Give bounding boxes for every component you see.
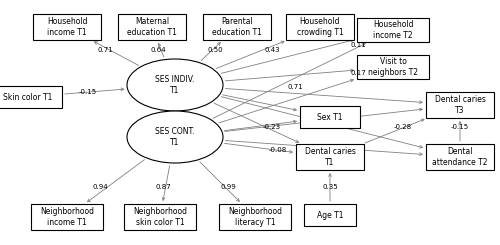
FancyBboxPatch shape xyxy=(124,204,196,230)
Text: Neighborhood
literacy T1: Neighborhood literacy T1 xyxy=(228,207,282,227)
Text: -0.15: -0.15 xyxy=(451,124,469,130)
Text: SES CONT.
T1: SES CONT. T1 xyxy=(155,127,195,147)
Text: Dental caries
T3: Dental caries T3 xyxy=(434,95,486,115)
Text: 0.11: 0.11 xyxy=(350,42,366,48)
Text: Visit to
neighbors T2: Visit to neighbors T2 xyxy=(368,57,418,77)
Text: Parental
education T1: Parental education T1 xyxy=(212,17,262,37)
Text: SES INDIV.
T1: SES INDIV. T1 xyxy=(156,75,194,95)
Text: Household
income T2: Household income T2 xyxy=(373,20,413,40)
Text: 0.87: 0.87 xyxy=(155,184,171,190)
Text: 0.43: 0.43 xyxy=(264,47,280,53)
FancyBboxPatch shape xyxy=(203,14,271,40)
Text: 0.64: 0.64 xyxy=(150,47,166,53)
Text: Neighborhood
skin color T1: Neighborhood skin color T1 xyxy=(133,207,187,227)
FancyBboxPatch shape xyxy=(31,204,103,230)
Text: -0.23: -0.23 xyxy=(263,124,281,130)
FancyBboxPatch shape xyxy=(357,55,429,79)
Text: 0.71: 0.71 xyxy=(97,47,113,53)
FancyBboxPatch shape xyxy=(426,144,494,170)
FancyBboxPatch shape xyxy=(33,14,101,40)
Text: Dental caries
T1: Dental caries T1 xyxy=(304,147,356,167)
Text: Maternal
education T1: Maternal education T1 xyxy=(127,17,177,37)
Text: Age T1: Age T1 xyxy=(317,210,343,220)
Text: Neighborhood
income T1: Neighborhood income T1 xyxy=(40,207,94,227)
FancyBboxPatch shape xyxy=(286,14,354,40)
Text: 0.50: 0.50 xyxy=(207,47,223,53)
FancyBboxPatch shape xyxy=(357,18,429,42)
Text: 0.17: 0.17 xyxy=(350,70,366,76)
Text: 0.94: 0.94 xyxy=(92,184,108,190)
Text: Household
income T1: Household income T1 xyxy=(47,17,88,37)
Ellipse shape xyxy=(127,59,223,111)
Ellipse shape xyxy=(127,111,223,163)
Text: Skin color T1: Skin color T1 xyxy=(4,93,52,101)
FancyBboxPatch shape xyxy=(219,204,291,230)
FancyBboxPatch shape xyxy=(296,144,364,170)
Text: -0.28: -0.28 xyxy=(394,124,412,130)
FancyBboxPatch shape xyxy=(426,92,494,118)
Text: -0.08: -0.08 xyxy=(269,147,287,153)
Text: 0.71: 0.71 xyxy=(287,84,303,90)
Text: Sex T1: Sex T1 xyxy=(318,112,343,122)
FancyBboxPatch shape xyxy=(0,86,62,108)
FancyBboxPatch shape xyxy=(118,14,186,40)
FancyBboxPatch shape xyxy=(304,204,356,226)
Text: 0.35: 0.35 xyxy=(322,184,338,190)
FancyBboxPatch shape xyxy=(300,106,360,128)
Text: Household
crowding T1: Household crowding T1 xyxy=(296,17,344,37)
Text: 0.99: 0.99 xyxy=(220,184,236,190)
Text: Dental
attendance T2: Dental attendance T2 xyxy=(432,147,488,167)
Text: -0.15: -0.15 xyxy=(79,89,97,95)
